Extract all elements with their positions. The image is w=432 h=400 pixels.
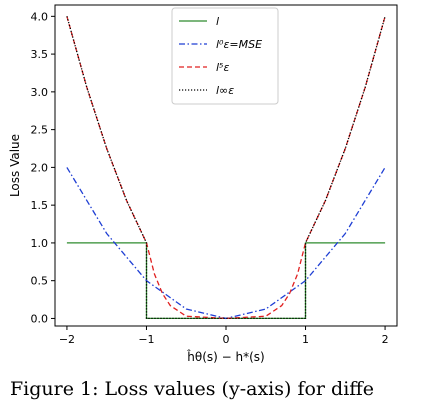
x-tick-label: −1 xyxy=(138,333,154,346)
y-axis: 0.0 0.5 1.0 1.5 2.0 2.5 3.0 3.5 4.0 xyxy=(31,10,55,325)
x-tick-label: 2 xyxy=(382,333,389,346)
x-tick-label: −2 xyxy=(59,333,75,346)
y-tick-label: 2.0 xyxy=(31,161,49,174)
x-axis: −2 −1 0 1 2 xyxy=(59,326,389,346)
y-tick-label: 3.0 xyxy=(31,86,49,99)
legend-label-3: l∞ε xyxy=(216,84,234,97)
figure-caption: Figure 1: Loss values (y-axis) for diffe xyxy=(10,378,375,400)
y-tick-label: 1.5 xyxy=(31,199,49,212)
y-tick-label: 2.5 xyxy=(31,124,49,137)
legend-label-1: l⁰ε=MSE xyxy=(216,38,262,51)
legend-box xyxy=(171,7,279,105)
y-tick-label: 0.0 xyxy=(31,312,49,325)
series-line-3 xyxy=(66,16,386,320)
series-line-0 xyxy=(66,242,386,320)
legend: l l⁰ε=MSE l⁵ε l∞ε xyxy=(171,7,279,105)
x-tick-label: 1 xyxy=(302,333,309,346)
y-tick-label: 1.0 xyxy=(31,237,49,250)
y-axis-label: Loss Value xyxy=(8,134,22,197)
legend-label-0: l xyxy=(216,15,219,28)
x-axis-label: ĥθ(s) − h*(s) xyxy=(186,349,264,364)
x-tick-label: 0 xyxy=(223,333,230,346)
series-line-1 xyxy=(66,167,386,320)
y-tick-label: 3.5 xyxy=(31,48,49,61)
legend-label-2: l⁵ε xyxy=(216,61,229,74)
y-tick-label: 0.5 xyxy=(31,275,49,288)
y-tick-label: 4.0 xyxy=(31,10,49,23)
